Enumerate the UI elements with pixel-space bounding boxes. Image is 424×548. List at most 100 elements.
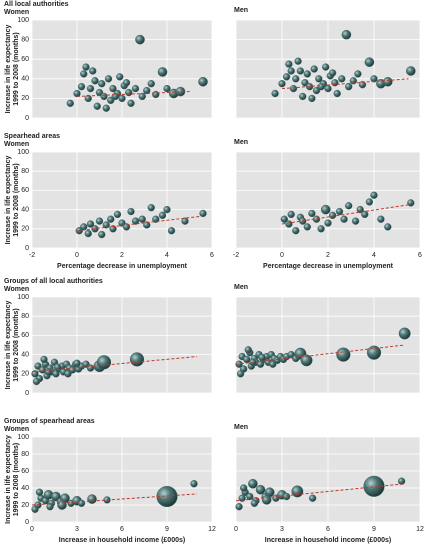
bubble (131, 217, 140, 225)
bubble (244, 346, 252, 354)
bubble (35, 488, 44, 496)
bubble (98, 230, 106, 239)
bubble (309, 494, 317, 502)
bubble (89, 67, 97, 75)
x-tick-label: 6 (120, 526, 124, 533)
y-tick-label: 60 (21, 468, 29, 475)
bubble (95, 217, 104, 225)
x-tick-label: 3 (280, 526, 284, 533)
bubble (163, 84, 171, 93)
x-axis-label: Increase in household income (£000s) (265, 537, 391, 544)
bubble (235, 360, 243, 368)
bubble (44, 368, 53, 376)
x-tick-label: 6 (326, 526, 330, 533)
bubble (287, 210, 295, 219)
bubble (163, 205, 171, 214)
bubble (73, 359, 81, 367)
bubble (181, 217, 189, 225)
bubble (248, 478, 258, 489)
x-tick-label: -2 (233, 252, 239, 259)
panel-subtitle: Men (234, 424, 248, 431)
bubble (198, 76, 208, 87)
bubble (104, 75, 113, 83)
bubble (407, 199, 415, 207)
x-tick-label: 0 (75, 252, 79, 259)
bubble (53, 363, 62, 371)
bubble (199, 209, 207, 218)
bubble (143, 86, 151, 95)
trend-line (76, 215, 201, 232)
bubble (93, 102, 101, 110)
x-tick-label: 2 (326, 252, 330, 259)
bubble (111, 92, 119, 101)
bubble (80, 223, 88, 231)
x-tick-label: 12 (416, 526, 424, 533)
bubble (122, 79, 131, 87)
bubble (324, 219, 332, 227)
x-axis-label: Increase in household income (£000s) (59, 537, 185, 544)
panel-subtitle: Women (4, 9, 29, 16)
x-tick-label: 0 (234, 526, 238, 533)
panel-title: Groups of all local authorities (4, 278, 103, 285)
x-axis-label: Percentage decrease in unemployment (263, 263, 394, 270)
trend-line (31, 356, 198, 373)
bubble (282, 492, 291, 501)
bubble (303, 223, 311, 231)
bubble (84, 229, 92, 238)
bubble (282, 73, 291, 81)
panel-title: Spearhead areas (4, 133, 60, 140)
bubble (102, 104, 110, 112)
bubble (291, 485, 304, 498)
y-tick-label: 80 (21, 36, 29, 43)
bubble (147, 80, 155, 88)
bubble (336, 347, 351, 362)
x-axis-label: Percentage decrease in unemployment (57, 263, 188, 270)
bubble (405, 66, 416, 76)
panel-subtitle: Men (234, 284, 248, 291)
bubble (365, 198, 374, 206)
y-axis-label: 1999 to 2008 (months) (13, 443, 20, 517)
bubble (341, 29, 352, 40)
y-axis-label: 1999 to 2008 (months) (13, 32, 20, 106)
bubble (138, 92, 146, 101)
bubble (335, 207, 344, 216)
bubble (322, 63, 330, 71)
bubble (77, 82, 86, 91)
bubble (384, 223, 392, 231)
y-axis-label: Increase in life expectancy (5, 301, 12, 390)
bubble (328, 69, 337, 77)
x-tick-label: 4 (372, 252, 376, 259)
bubble (190, 480, 198, 488)
bubble (398, 327, 411, 340)
y-tick-label: 40 (21, 76, 29, 83)
bubble (138, 215, 146, 223)
trend-line (31, 493, 198, 506)
y-axis-label: Increase in life expectancy (5, 156, 12, 245)
bubble (98, 80, 106, 88)
bubble (364, 57, 375, 67)
panel-subtitle: Women (4, 286, 29, 293)
bubble (255, 484, 266, 495)
bubble (299, 92, 307, 101)
bubble (340, 215, 348, 223)
panel-subtitle: Men (234, 7, 248, 14)
trend-line (235, 344, 405, 365)
bubble (156, 485, 178, 508)
bubble (236, 370, 245, 378)
bubble (292, 227, 300, 235)
bubble (328, 211, 337, 220)
bubble (118, 94, 126, 103)
x-tick-label: 0 (30, 526, 34, 533)
bubble (317, 225, 325, 233)
bubble (91, 77, 99, 85)
bubble (127, 99, 135, 107)
bubble (127, 207, 135, 216)
x-tick-label: 0 (280, 252, 284, 259)
panel-subtitle: Women (4, 426, 29, 433)
bubble (285, 220, 293, 228)
bubble (82, 63, 90, 71)
y-tick-label: 0 (25, 115, 29, 122)
y-tick-label: 60 (21, 187, 29, 194)
bubble (113, 210, 122, 219)
